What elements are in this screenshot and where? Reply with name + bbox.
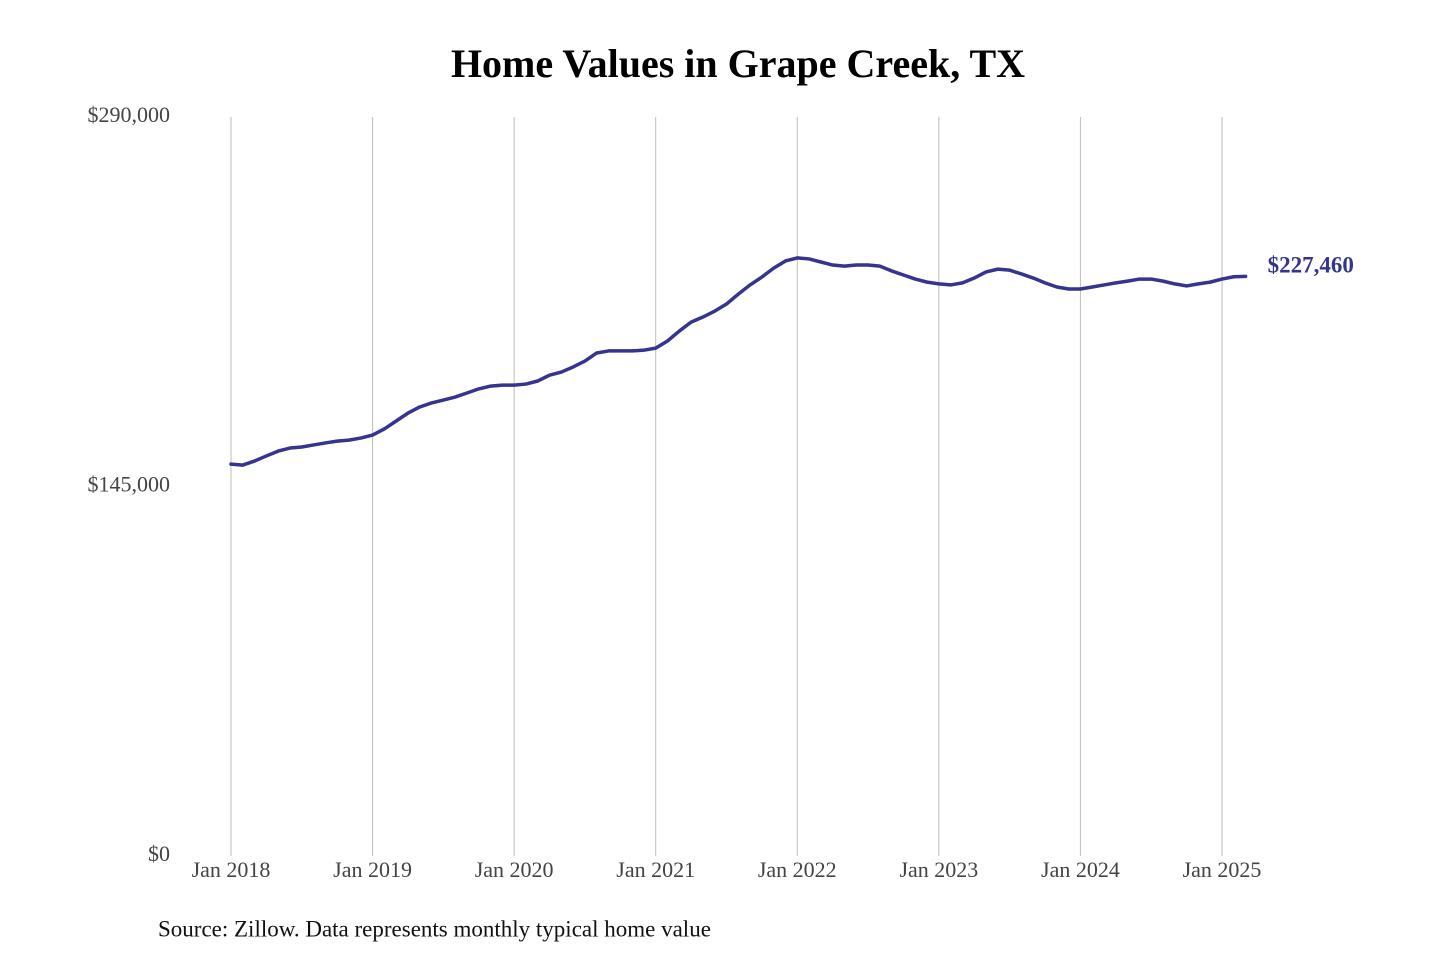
y-tick-label: $290,000 xyxy=(88,102,171,127)
x-tick-label: Jan 2018 xyxy=(192,857,271,882)
line-series xyxy=(229,256,1248,467)
x-tick-label: Jan 2023 xyxy=(899,857,978,882)
x-tick-label: Jan 2025 xyxy=(1183,857,1262,882)
source-note: Source: Zillow. Data represents monthly … xyxy=(158,916,711,941)
x-tick-label: Jan 2020 xyxy=(475,857,554,882)
x-tick-label: Jan 2019 xyxy=(333,857,412,882)
chart-title: Home Values in Grape Creek, TX xyxy=(451,41,1025,86)
value-label: $227,460 xyxy=(1268,253,1354,278)
x-tick-label: Jan 2021 xyxy=(616,857,695,882)
y-tick-label: $145,000 xyxy=(88,472,171,497)
x-tick-label: Jan 2022 xyxy=(758,857,837,882)
y-tick-label: $0 xyxy=(148,841,170,866)
x-tick-label: Jan 2024 xyxy=(1041,857,1120,882)
